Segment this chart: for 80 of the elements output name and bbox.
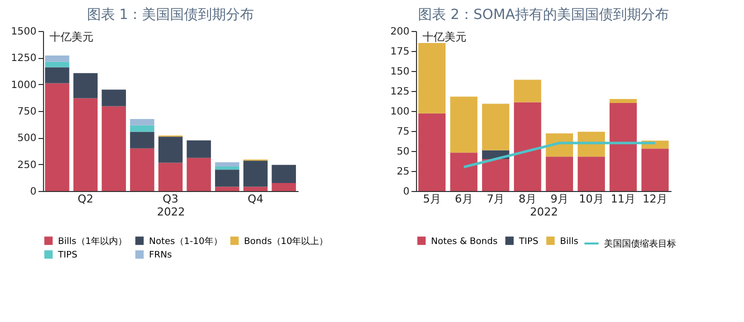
y-tick-label: 250 bbox=[17, 160, 36, 171]
x-tick-label: 8月 bbox=[518, 192, 537, 206]
y-axis-title: 十亿美元 bbox=[422, 30, 466, 44]
x-tick-label: 11月 bbox=[610, 192, 636, 206]
bar bbox=[514, 80, 542, 102]
bar bbox=[272, 164, 296, 183]
x-tick-label: Q3 bbox=[162, 192, 178, 206]
bar bbox=[418, 113, 446, 191]
bar bbox=[215, 162, 240, 166]
bar bbox=[130, 119, 154, 126]
bar bbox=[450, 96, 478, 153]
bar bbox=[130, 148, 154, 191]
bar bbox=[272, 183, 296, 191]
x-tick-label: 9月 bbox=[550, 192, 568, 206]
y-tick-label: 75 bbox=[396, 126, 410, 138]
bar bbox=[243, 160, 268, 187]
bar bbox=[158, 136, 183, 163]
x-axis-title: 2022 bbox=[530, 206, 558, 218]
x-tick-label: 7月 bbox=[486, 192, 505, 206]
y-tick-label: 0 bbox=[403, 186, 410, 198]
y-axis-title: 十亿美元 bbox=[50, 30, 94, 44]
y-tick-label: 50 bbox=[396, 146, 410, 158]
bar bbox=[73, 98, 98, 191]
x-tick-label: 12月 bbox=[642, 192, 668, 206]
bar bbox=[45, 62, 70, 68]
legend-label: TIPS bbox=[518, 236, 539, 247]
y-tick-label: 1000 bbox=[11, 80, 36, 91]
y-tick-label: 750 bbox=[17, 106, 36, 118]
legend-label: Notes & Bonds bbox=[431, 236, 498, 247]
y-tick-label: 200 bbox=[390, 26, 410, 38]
legend-label: 美国国债缩表目标 bbox=[604, 238, 676, 250]
bar bbox=[215, 186, 240, 191]
bar bbox=[641, 148, 669, 191]
x-tick-label: 10月 bbox=[578, 192, 604, 206]
bar bbox=[45, 83, 70, 191]
bar bbox=[102, 90, 126, 106]
legend-label: Bonds（10年以上） bbox=[244, 236, 328, 247]
bar bbox=[215, 170, 240, 187]
y-tick-label: 150 bbox=[390, 66, 410, 78]
line-series bbox=[462, 142, 656, 168]
legend-label: FRNs bbox=[149, 250, 172, 260]
bar bbox=[130, 132, 154, 148]
y-tick-label: 100 bbox=[390, 106, 410, 118]
bar bbox=[45, 56, 70, 62]
y-tick-label: 125 bbox=[390, 86, 410, 98]
legend-label: Notes（1-10年） bbox=[149, 236, 222, 247]
bar bbox=[73, 73, 98, 98]
y-tick-label: 1500 bbox=[11, 26, 36, 38]
x-tick-label: Q2 bbox=[78, 192, 94, 206]
bar bbox=[482, 159, 510, 191]
bar bbox=[102, 106, 126, 191]
bar bbox=[610, 103, 637, 191]
bar bbox=[186, 140, 211, 158]
y-tick-label: 500 bbox=[17, 133, 36, 144]
bar bbox=[186, 158, 211, 191]
bar bbox=[418, 43, 446, 114]
bar bbox=[130, 125, 154, 132]
bar bbox=[482, 104, 510, 150]
y-tick-label: 175 bbox=[390, 46, 410, 58]
chart-title: 图表 1：美国国债到期分布 bbox=[86, 7, 254, 23]
bar bbox=[578, 156, 605, 191]
bar bbox=[546, 156, 574, 191]
legend-label: Bills（1年以内） bbox=[58, 236, 128, 247]
bar bbox=[514, 102, 542, 191]
y-tick-label: 1250 bbox=[11, 53, 36, 64]
chart-title: 图表 2：SOMA持有的美国国债到期分布 bbox=[418, 7, 669, 23]
bar bbox=[215, 166, 240, 170]
y-tick-label: 25 bbox=[396, 166, 410, 178]
x-tick-label: Q4 bbox=[248, 192, 264, 206]
bar bbox=[158, 162, 183, 191]
y-tick-label: 0 bbox=[30, 186, 36, 198]
bar bbox=[610, 99, 637, 103]
bar bbox=[243, 186, 268, 191]
bar bbox=[450, 152, 478, 191]
legend-label: Bills bbox=[560, 236, 579, 247]
legend-label: TIPS bbox=[57, 250, 78, 260]
x-tick-label: 5月 bbox=[422, 192, 441, 206]
bar bbox=[45, 67, 70, 84]
x-tick-label: 6月 bbox=[454, 192, 473, 206]
x-axis-title: 2022 bbox=[157, 206, 185, 218]
